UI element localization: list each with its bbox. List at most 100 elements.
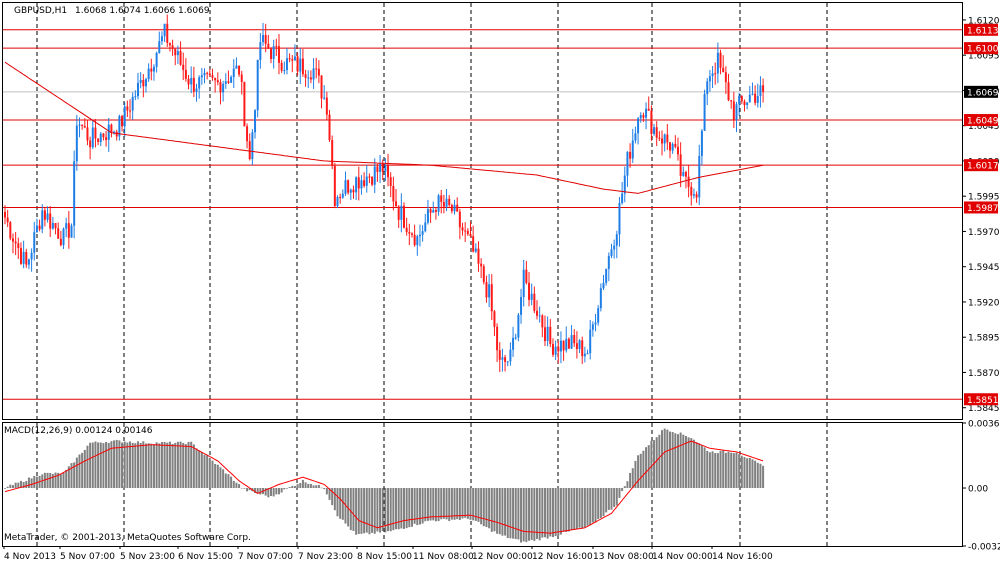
macd-bar xyxy=(360,488,363,534)
candle-body xyxy=(301,58,304,75)
macd-bar xyxy=(520,488,523,543)
candle-body xyxy=(754,93,757,103)
macd-bar xyxy=(379,488,382,533)
candle-body xyxy=(605,268,608,283)
candle-body xyxy=(477,248,480,264)
macd-bar xyxy=(395,488,398,530)
macd-label: MACD(12,26,9) 0.00124 0.00146 xyxy=(4,426,153,436)
macd-bar xyxy=(735,452,738,489)
candle-body xyxy=(594,322,597,325)
candle-body xyxy=(397,206,400,220)
candle-body xyxy=(254,110,257,133)
candle-body xyxy=(168,42,171,46)
macd-bar xyxy=(174,442,177,489)
candle-body xyxy=(312,68,315,80)
candle-body xyxy=(264,35,267,44)
macd-bar xyxy=(14,482,17,489)
macd-bar xyxy=(621,488,624,492)
macd-bar xyxy=(671,431,674,489)
candle-body xyxy=(304,74,307,78)
candle-body xyxy=(538,315,541,317)
candle-body xyxy=(62,228,65,246)
candle-body xyxy=(14,241,17,244)
candle-body xyxy=(400,205,403,220)
candle-body xyxy=(344,180,347,194)
candle-body xyxy=(629,151,632,159)
candle-body xyxy=(331,140,334,166)
candle-body xyxy=(695,194,698,198)
macd-bar xyxy=(711,451,714,489)
time-tick-label: 14 Nov 16:00 xyxy=(712,552,773,562)
macd-bar xyxy=(631,468,634,489)
macd-bar xyxy=(9,484,12,489)
macd-bar xyxy=(317,484,320,489)
time-tick-label: 12 Nov 00:00 xyxy=(472,552,533,562)
candle-body xyxy=(714,73,717,75)
macd-bar xyxy=(748,457,751,489)
macd-bar xyxy=(754,460,757,489)
macd-bar xyxy=(700,445,703,489)
macd-bar xyxy=(368,488,371,535)
macd-bar xyxy=(30,478,33,489)
candle-body xyxy=(432,210,435,213)
time-tick-label: 5 Nov 07:00 xyxy=(60,552,115,562)
candle-body xyxy=(70,225,73,238)
macd-bar xyxy=(105,442,108,489)
candle-body xyxy=(208,73,211,76)
candle-body xyxy=(336,197,339,207)
candle-body xyxy=(442,201,445,207)
candle-body xyxy=(283,70,286,72)
macd-bar xyxy=(565,488,568,533)
candle-body xyxy=(102,133,105,138)
moving-average-line xyxy=(4,61,764,194)
time-tick-label: 5 Nov 23:00 xyxy=(120,552,175,562)
macd-bar xyxy=(549,488,552,537)
candle-body xyxy=(642,115,645,118)
macd-bar xyxy=(355,488,358,535)
candle-body xyxy=(296,56,299,72)
candle-body xyxy=(99,133,102,142)
macd-bar xyxy=(27,477,30,489)
macd-bar xyxy=(352,488,355,531)
macd-bar xyxy=(591,488,594,523)
macd-bar xyxy=(312,485,315,489)
macd-bar xyxy=(363,488,366,534)
macd-bar xyxy=(690,438,693,489)
candle-body xyxy=(522,269,525,298)
macd-bar xyxy=(413,488,416,524)
candle-body xyxy=(472,236,475,252)
macd-bar xyxy=(126,442,129,489)
candle-body xyxy=(214,77,217,81)
candle-body xyxy=(78,124,81,126)
macd-bar xyxy=(357,488,360,534)
candle-body xyxy=(551,343,554,355)
macd-bar xyxy=(190,441,193,489)
macd-bar xyxy=(166,442,169,489)
candle-body xyxy=(437,195,440,212)
macd-bar xyxy=(575,488,578,530)
macd-bar xyxy=(461,488,464,519)
macd-bar xyxy=(59,474,62,489)
macd-bar xyxy=(557,488,560,536)
macd-bar xyxy=(567,488,570,532)
macd-bar xyxy=(11,485,14,489)
macd-bar xyxy=(65,469,68,489)
macd-bar xyxy=(216,464,219,489)
macd-bar xyxy=(695,442,698,489)
candle-body xyxy=(520,297,523,315)
candle-body xyxy=(216,80,219,83)
candle-body xyxy=(51,223,54,229)
macd-axis: 0.0036 0.00 -0.00321 xyxy=(963,420,1000,553)
macd-bar xyxy=(466,488,469,519)
candle-body xyxy=(690,186,693,196)
macd-bar xyxy=(371,488,374,533)
candle-body xyxy=(30,252,33,260)
candle-body xyxy=(320,75,323,99)
macd-bar xyxy=(73,462,76,489)
horizontal-levels xyxy=(2,29,963,400)
candle-body xyxy=(543,327,546,341)
level-tag-label: 1.6017 xyxy=(967,162,999,172)
candle-body xyxy=(485,282,488,298)
macd-bar xyxy=(134,443,137,489)
